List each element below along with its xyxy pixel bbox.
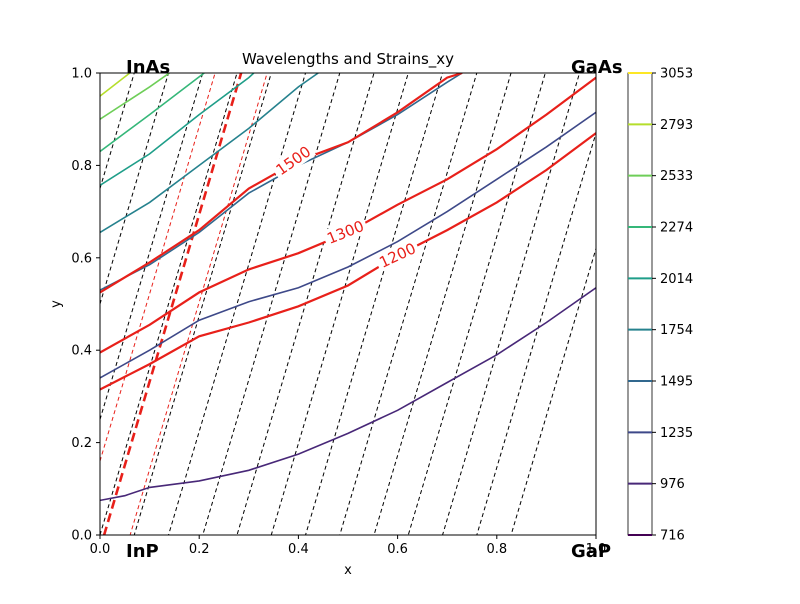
strain-line-black-10 [167,73,307,535]
wavelength-contour-2793 [100,73,131,97]
wavelength-contour-2274 [100,73,205,153]
plot-frame [99,72,597,536]
strain-line-red-thick [102,73,243,535]
colorbar-tick-label-2793: 2793 [660,118,693,133]
strain-line-red-thin-0 [129,73,268,535]
red-label-bg-1300 [321,214,369,249]
colorbar-tick-label-1495: 1495 [660,375,693,390]
corner-label-inas: InAs [126,57,170,78]
colorbar-tick-label-1754: 1754 [660,323,693,338]
corner-label-gaas: GaAs [571,57,623,78]
strain-line-black-12 [100,73,238,535]
y-tick-label-0.2: 0.2 [71,436,92,451]
x-tick-label-0.0: 0.0 [90,542,111,557]
corner-label-inp: InP [126,541,159,562]
red-label-bg-1500 [269,139,317,180]
red-label-bg-1200 [373,237,421,273]
colorbar-tick-label-2533: 2533 [660,169,693,184]
chart-title: Wavelengths and Strains_xy [242,50,454,69]
x-axis-label: x [344,563,352,578]
colorbar-tick-label-2274: 2274 [660,221,693,236]
y-axis-label: y [49,300,64,308]
strain-line-black-1 [476,132,596,535]
colorbar-tick-label-3053: 3053 [660,67,693,82]
strain-line-black-11 [133,73,272,535]
strain-line-black-13 [100,73,204,420]
y-tick-label-0.4: 0.4 [71,344,92,359]
colorbar-tick-label-976: 976 [660,477,685,492]
x-tick-label-1.0: 1.0 [586,542,607,557]
red-contour-label-1300: 1300 [324,217,366,248]
x-tick-label-0.4: 0.4 [288,542,309,557]
red-contour-label-1200: 1200 [376,239,418,271]
y-tick-label-1.0: 1.0 [71,67,92,82]
red-contour-1300 [100,76,596,354]
x-tick-label-0.6: 0.6 [387,542,408,557]
wavelength-contour-1235 [100,111,596,379]
x-tick-label-0.8: 0.8 [486,542,507,557]
colorbar-tick-label-716: 716 [660,529,685,544]
colorbar-tick-label-2014: 2014 [660,272,693,287]
plot-area [100,73,596,535]
corner-label-gap: GaP [571,541,611,562]
strain-line-red-thin-1 [100,73,216,462]
y-tick-label-0.8: 0.8 [71,159,92,174]
y-tick-label-0.0: 0.0 [71,529,92,544]
colorbar-frame [627,72,653,536]
strain-line-black-15 [100,73,135,189]
colorbar: 716 976 1235 1495 1754 2014 2274 2533 2793 3053 [627,67,693,544]
red-contour-1200 [100,132,596,391]
wavelength-contour-2014 [100,73,255,186]
colorbar-tick-label-1235: 1235 [660,426,693,441]
strain-line-black-14 [100,73,170,305]
y-tick-label-0.6: 0.6 [71,251,92,266]
wavelength-contour-1754 [100,73,319,234]
wavelength-contour-976 [100,287,596,502]
x-tick-label-0.2: 0.2 [189,542,210,557]
wavelength-contour-2533 [100,73,170,120]
